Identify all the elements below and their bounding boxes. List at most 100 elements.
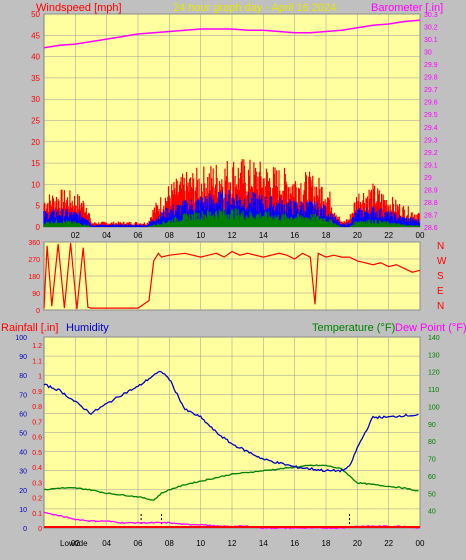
humidity-y-tick: 30 <box>19 469 27 476</box>
temperature-y-tick: 140 <box>428 335 440 342</box>
wind-x-tick: 20 <box>353 231 362 240</box>
wind-x-tick: 02 <box>71 231 80 240</box>
wind-x-tick: 04 <box>102 231 111 240</box>
wind-y-tick: 20 <box>31 138 40 147</box>
direction-y-tick: 0 <box>36 308 40 315</box>
barometer-y-tick: 28.6 <box>424 225 438 232</box>
temperature-y-tick: 60 <box>428 474 436 481</box>
wind-x-tick: 10 <box>196 231 205 240</box>
wind-x-tick: 14 <box>259 231 268 240</box>
rain-y-tick: 0.5 <box>32 450 42 457</box>
wind-series <box>43 19 421 227</box>
temperature-y-tick: 50 <box>428 491 436 498</box>
rain-y-tick: 1 <box>38 374 42 381</box>
wind-y-tick: 10 <box>31 180 40 189</box>
barometer-y-tick: 29.5 <box>424 112 438 119</box>
humidity-series <box>43 370 420 530</box>
temperature-y-tick: 130 <box>428 352 440 359</box>
rain-y-tick: 0.3 <box>32 480 42 487</box>
temperature-series <box>43 464 419 501</box>
wind-x-axis: 02 04 06 08 10 12 14 16 18 20 22 00 <box>71 231 425 240</box>
barometer-y-tick: 28.7 <box>424 212 438 219</box>
humidity-x-tick: 20 <box>353 539 362 548</box>
humidity-y-tick: 10 <box>19 507 27 514</box>
compass-letter: W <box>437 256 447 267</box>
humidity-label: Humidity <box>66 322 109 334</box>
rain-y-tick: 0.6 <box>32 435 42 442</box>
humidity-x-tick: 06 <box>134 539 143 548</box>
rain-y-tick: 0.1 <box>32 511 42 518</box>
humidity-y-tick: 20 <box>19 488 27 495</box>
direction-y-axis: 0 90 180 270 360 <box>28 240 40 315</box>
humidity-x-tick: 10 <box>196 539 205 548</box>
rain-y-tick: 0.2 <box>32 496 42 503</box>
wind-x-tick: 16 <box>290 231 299 240</box>
rain-y-tick: 1.1 <box>32 358 42 365</box>
temperature-y-tick: 40 <box>428 509 436 516</box>
wind-x-tick: 18 <box>322 231 331 240</box>
wind-x-tick: 12 <box>228 231 237 240</box>
direction-series <box>43 242 421 310</box>
barometer-y-tick: 29.9 <box>424 62 438 69</box>
humidity-x-tick: 16 <box>290 539 299 548</box>
barometer-y-tick: 29.3 <box>424 137 438 144</box>
humidity-y-axis: 0 10 20 30 40 50 60 70 80 90 100 <box>15 335 27 533</box>
compass-letter: N <box>437 301 444 312</box>
barometer-y-tick: 29.6 <box>424 100 438 107</box>
rainfall-label: Rainfall [.in] <box>1 322 58 334</box>
humidity-x-tick: 18 <box>322 539 331 548</box>
humidity-y-tick: 40 <box>19 450 27 457</box>
rain-y-tick: 0 <box>38 526 42 533</box>
direction-y-tick: 180 <box>28 274 40 281</box>
barometer-y-axis: 28.6 28.7 28.8 28.9 29 29.1 29.2 29.3 29.4 29.5 29… <box>424 12 438 232</box>
windspeed-label: Windspeed [mph] <box>36 2 122 14</box>
compass-letter: N <box>437 241 444 252</box>
wind-x-tick: 00 <box>416 231 425 240</box>
direction-y-tick: 90 <box>32 291 40 298</box>
wind-y-tick: 15 <box>31 159 40 168</box>
humidity-y-tick: 50 <box>19 431 27 438</box>
humidity-y-tick: 80 <box>19 373 27 380</box>
humidity-series <box>43 370 419 473</box>
humidity-x-tick: 04 <box>102 539 111 548</box>
barometer-y-tick: 30.3 <box>424 12 438 19</box>
temperature-y-tick: 90 <box>428 422 436 429</box>
rain-y-tick: 0.8 <box>32 404 42 411</box>
wind-x-tick: 08 <box>165 231 174 240</box>
temperature-y-tick: 120 <box>428 370 440 377</box>
rain-y-axis: 0 0.1 0.2 0.3 0.4 0.5 0.6 0.7 0.8 0.9 1 1.1 1.2 <box>32 343 42 533</box>
barometer-series <box>43 19 421 49</box>
wind-y-tick: 35 <box>31 74 40 83</box>
humidity-y-tick: 60 <box>19 411 27 418</box>
dewpoint-label: Dew Point (°F) <box>395 322 466 334</box>
lowtide-label: Lowtide <box>60 539 88 548</box>
direction-grid <box>44 241 421 311</box>
barometer-y-tick: 29.2 <box>424 150 438 157</box>
wind-y-tick: 0 <box>36 223 41 232</box>
compass-letter: S <box>437 271 444 282</box>
temperature-label: Temperature (°F) <box>312 322 395 334</box>
humidity-x-tick: 08 <box>165 539 174 548</box>
barometer-y-tick: 28.8 <box>424 200 438 207</box>
barometer-y-tick: 29.4 <box>424 125 438 132</box>
wind-x-tick: 06 <box>134 231 143 240</box>
barometer-y-tick: 29 <box>424 175 432 182</box>
wind-y-tick: 30 <box>31 95 40 104</box>
wind-low-series <box>43 208 420 227</box>
rain-y-tick: 0.9 <box>32 389 42 396</box>
wind-y-tick: 40 <box>31 53 40 62</box>
humidity-grid <box>44 336 421 529</box>
barometer-label: Barometer [.in] <box>371 2 443 14</box>
temperature-y-tick: 110 <box>428 387 439 394</box>
graph-title: 24 hour graph day - April 16 2024 <box>173 2 336 14</box>
direction-y-tick: 270 <box>28 257 40 264</box>
barometer-y-tick: 29.1 <box>424 162 438 169</box>
temperature-y-axis: 40 50 60 70 80 90 100 110 120 130 140 <box>428 335 440 516</box>
temperature-y-tick: 80 <box>428 439 436 446</box>
direction-series <box>43 242 421 310</box>
humidity-x-tick: 22 <box>384 539 393 548</box>
wind-y-tick: 5 <box>36 202 41 211</box>
humidity-y-tick: 90 <box>19 354 27 361</box>
humidity-y-tick: 70 <box>19 392 27 399</box>
